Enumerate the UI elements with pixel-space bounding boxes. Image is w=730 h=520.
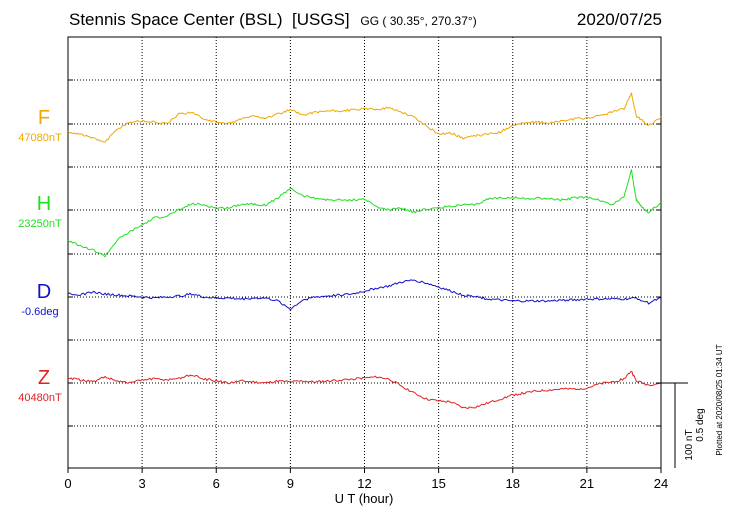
- baseline-label-F: 47080nT: [18, 132, 62, 144]
- plotted-note: Plotted at 2020/08/25 01:34 UT: [715, 344, 724, 455]
- trace-F: [67, 92, 662, 143]
- x-tick-label: 0: [64, 476, 71, 491]
- trace-D: [67, 279, 662, 311]
- baseline-label-H: 23250nT: [18, 218, 62, 230]
- scale-bar-nt: 100 nT: [684, 429, 695, 460]
- trace-H: [67, 169, 662, 258]
- header-title: Stennis Space Center (BSL) [USGS] GG ( 3…: [69, 10, 477, 30]
- scale-bar-deg: 0.5 deg: [695, 408, 706, 441]
- x-axis-label: U T (hour): [335, 491, 394, 506]
- x-tick-label: 9: [287, 476, 294, 491]
- x-ticks: 0 3 6 9 12 15 18 21 24: [64, 79, 668, 491]
- x-tick-label: 18: [506, 476, 520, 491]
- x-tick-label: 24: [654, 476, 668, 491]
- coords-label: GG ( 30.35°, 270.37°): [360, 14, 477, 28]
- baseline-label-D: -0.6deg: [21, 306, 58, 318]
- x-tick-label: 15: [431, 476, 445, 491]
- station-name: Stennis Space Center (BSL): [69, 10, 283, 29]
- traces: [67, 92, 662, 410]
- label-F: F: [38, 107, 50, 129]
- trace-Z: [67, 370, 662, 410]
- x-tick-label: 6: [213, 476, 220, 491]
- label-H: H: [37, 193, 51, 215]
- baseline-label-Z: 40480nT: [18, 392, 62, 404]
- component-labels: F 47080nT H 23250nT D -0.6deg Z 40480nT: [18, 107, 62, 404]
- header-date: 2020/07/25: [576, 10, 662, 29]
- scale-bar: 100 nT 0.5 deg: [661, 382, 706, 468]
- x-tick-label: 21: [580, 476, 594, 491]
- x-tick-label: 3: [139, 476, 146, 491]
- x-tick-label: 12: [357, 476, 371, 491]
- label-Z: Z: [38, 367, 50, 389]
- grid-lines: [68, 37, 661, 468]
- label-D: D: [37, 281, 51, 303]
- agency-label: [USGS]: [292, 10, 350, 29]
